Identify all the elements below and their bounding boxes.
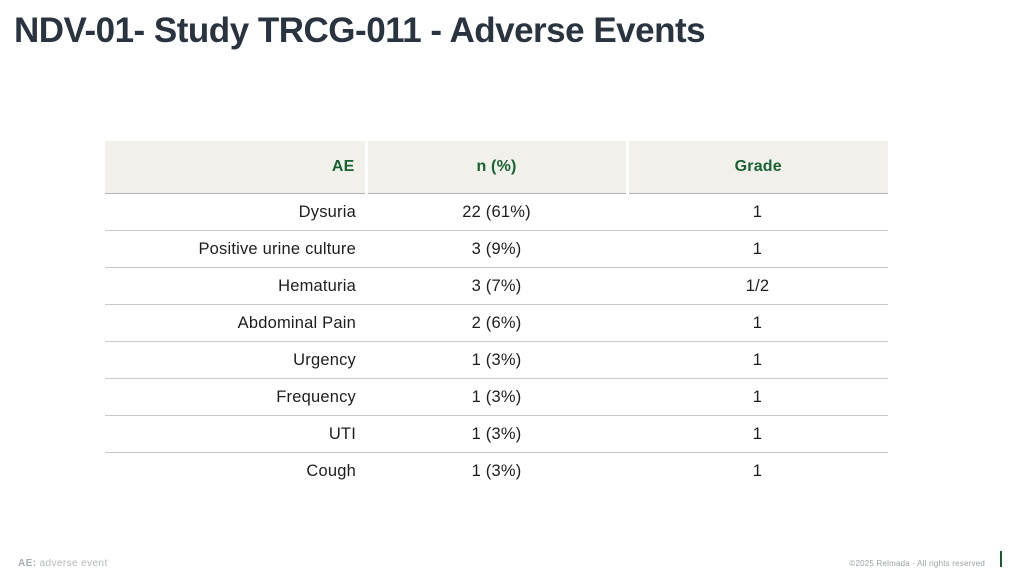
grade-cell: 1 <box>627 378 888 416</box>
n-pct-cell: 1 (3%) <box>366 378 627 416</box>
ae-cell: Positive urine culture <box>105 230 366 268</box>
grade-cell: 1 <box>627 193 888 231</box>
table-row: Dysuria 22 (61%) 1 <box>105 193 888 231</box>
n-pct-cell: 2 (6%) <box>366 304 627 342</box>
grade-cell: 1 <box>627 230 888 268</box>
copyright-text: ©2025 Relmada - All rights reserved <box>849 559 985 568</box>
n-pct-cell: 1 (3%) <box>366 415 627 453</box>
n-pct-cell: 3 (9%) <box>366 230 627 268</box>
adverse-events-table: AE n (%) Grade Dysuria 22 (61%) 1 Positi… <box>105 141 888 489</box>
table-row: Abdominal Pain 2 (6%) 1 <box>105 304 888 342</box>
grade-cell: 1/2 <box>627 267 888 305</box>
ae-cell: Dysuria <box>105 193 366 231</box>
table-row: Cough 1 (3%) 1 <box>105 453 888 490</box>
n-pct-cell: 1 (3%) <box>366 341 627 379</box>
ae-cell: UTI <box>105 415 366 453</box>
table-header-row: AE n (%) Grade <box>105 141 888 194</box>
grade-cell: 1 <box>752 461 763 480</box>
n-pct-cell: 1 (3%) <box>471 461 522 480</box>
table-row: Urgency 1 (3%) 1 <box>105 341 888 379</box>
ae-cell: Hematuria <box>105 267 366 305</box>
ae-cell: Frequency <box>105 378 366 416</box>
abbreviation-definition: adverse event <box>36 558 108 569</box>
abbreviation-note: AE: adverse event <box>18 558 108 569</box>
grade-cell: 1 <box>627 415 888 453</box>
ae-cell: Cough <box>306 461 356 480</box>
grade-cell: 1 <box>627 304 888 342</box>
n-pct-cell: 3 (7%) <box>366 267 627 305</box>
table-row: Frequency 1 (3%) 1 <box>105 378 888 416</box>
column-header-ae: AE <box>105 141 366 194</box>
ae-cell: Abdominal Pain <box>105 304 366 342</box>
accent-bar <box>1000 551 1002 567</box>
grade-cell: 1 <box>627 341 888 379</box>
table-row: Positive urine culture 3 (9%) 1 <box>105 230 888 268</box>
column-header-grade: Grade <box>625 141 888 194</box>
table-row: UTI 1 (3%) 1 <box>105 415 888 453</box>
table-row: Hematuria 3 (7%) 1/2 <box>105 267 888 305</box>
ae-cell: Urgency <box>105 341 366 379</box>
n-pct-cell: 22 (61%) <box>366 193 627 231</box>
column-header-n-pct: n (%) <box>364 141 627 194</box>
page-title: NDV-01- Study TRCG-011 - Adverse Events <box>14 11 706 50</box>
abbreviation-term: AE: <box>18 558 37 569</box>
